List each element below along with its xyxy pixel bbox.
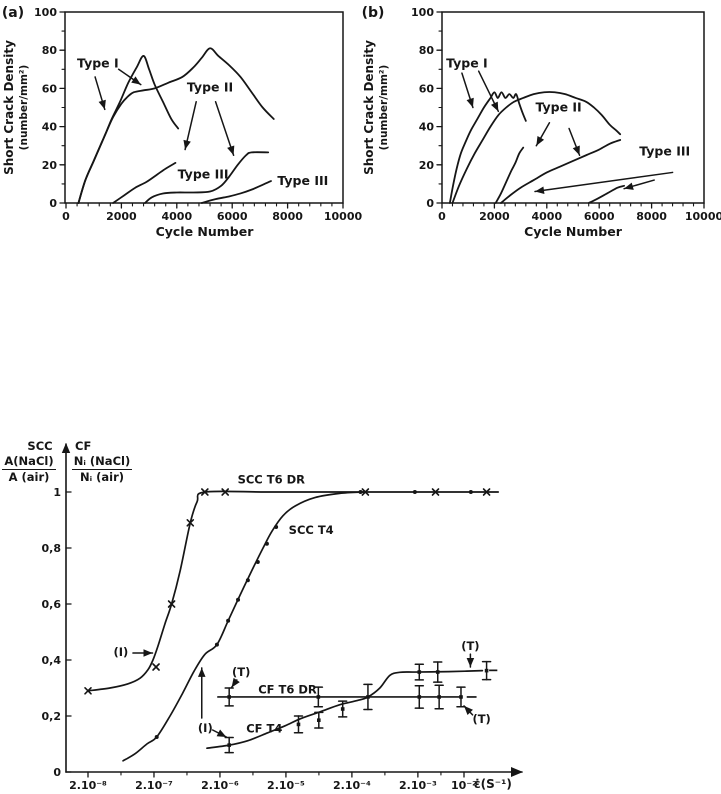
svg-text:2.10⁻⁵: 2.10⁻⁵ xyxy=(267,779,305,792)
svg-text:10000: 10000 xyxy=(685,210,721,223)
svg-text:10000: 10000 xyxy=(324,210,363,223)
svg-text:6000: 6000 xyxy=(217,210,248,223)
svg-text:(T): (T) xyxy=(461,639,479,653)
svg-text:2.10⁻⁸: 2.10⁻⁸ xyxy=(69,779,107,792)
chart-panel-b: 0 2000 4000 6000 8000 10000 0 20 40 60 80 100 Cycle … xyxy=(360,0,721,250)
svg-text:0,6: 0,6 xyxy=(42,598,62,611)
svg-text:10⁻²: 10⁻² xyxy=(451,779,477,792)
svg-text:60: 60 xyxy=(42,82,58,95)
svg-text:40: 40 xyxy=(419,121,435,134)
svg-text:0: 0 xyxy=(49,197,57,210)
svg-text:Type III: Type III xyxy=(639,143,690,158)
cf-ratio-numerator: Nᵢ (NaCl) xyxy=(72,454,132,470)
svg-text:0: 0 xyxy=(62,210,70,223)
svg-text:20: 20 xyxy=(419,159,435,172)
chart-panel-scc-cf: 2.10⁻⁸ 2.10⁻⁷ 2.10⁻⁶ 2.10⁻⁵ 2.10⁻⁴ 2.10⁻³ 10⁻²… xyxy=(0,430,580,794)
svg-text:4000: 4000 xyxy=(161,210,192,223)
short-crack-density-chart-a: 0 2000 4000 6000 8000 10000 0 20 40 60 80 100 Cycle … xyxy=(2,5,363,239)
svg-text:80: 80 xyxy=(419,44,435,57)
scc-axis-title: SCC xyxy=(27,439,53,453)
svg-text:0,8: 0,8 xyxy=(42,542,62,555)
svg-text:(I): (I) xyxy=(198,721,213,735)
scc-ratio-denominator: A (air) xyxy=(8,469,50,484)
svg-text:ε̇(S⁻¹): ε̇(S⁻¹) xyxy=(474,777,512,791)
chart-panel-a: 0 2000 4000 6000 8000 10000 0 20 40 60 80 100 Cycle … xyxy=(0,0,363,250)
svg-text:SCC T4: SCC T4 xyxy=(289,523,334,537)
svg-text:8000: 8000 xyxy=(272,210,303,223)
svg-text:Type I: Type I xyxy=(77,56,119,71)
svg-text:Short Crack Density: Short Crack Density xyxy=(362,40,376,175)
svg-text:100: 100 xyxy=(411,6,434,19)
short-crack-density-chart-b: 0 2000 4000 6000 8000 10000 0 20 40 60 80 100 Cycle … xyxy=(362,5,721,239)
svg-text:2000: 2000 xyxy=(479,210,510,223)
svg-text:(number/mm²): (number/mm²) xyxy=(18,65,30,151)
svg-text:Type II: Type II xyxy=(535,100,581,115)
svg-text:CF T4: CF T4 xyxy=(246,722,282,736)
svg-text:(a): (a) xyxy=(2,5,24,21)
cf-axis-ratio-label: CF Nᵢ (NaCl) Nᵢ (air) xyxy=(72,439,132,484)
svg-text:SCC T6 DR: SCC T6 DR xyxy=(238,472,306,486)
svg-text:(number/mm²): (number/mm²) xyxy=(378,65,390,151)
svg-text:2.10⁻³: 2.10⁻³ xyxy=(399,779,437,792)
cf-ratio-denominator: Nᵢ (air) xyxy=(79,469,125,484)
svg-text:Type II: Type II xyxy=(187,79,233,94)
svg-text:0,4: 0,4 xyxy=(42,654,62,667)
svg-text:(b): (b) xyxy=(362,5,385,21)
scc-ratio-numerator: A(NaCl) xyxy=(2,454,56,470)
cf-axis-title: CF xyxy=(75,439,92,453)
svg-text:Type III: Type III xyxy=(277,173,328,188)
svg-text:100: 100 xyxy=(34,6,57,19)
svg-text:0: 0 xyxy=(426,197,434,210)
svg-text:Type III: Type III xyxy=(178,166,229,181)
svg-text:6000: 6000 xyxy=(584,210,615,223)
svg-text:CF T6 DR: CF T6 DR xyxy=(258,682,317,696)
svg-text:0: 0 xyxy=(53,766,61,779)
svg-text:2.10⁻⁴: 2.10⁻⁴ xyxy=(333,779,371,792)
svg-text:1: 1 xyxy=(53,486,61,499)
svg-text:2.10⁻⁶: 2.10⁻⁶ xyxy=(201,779,239,792)
svg-text:20: 20 xyxy=(42,159,58,172)
svg-text:8000: 8000 xyxy=(636,210,667,223)
scc-cf-ratio-vs-strain-rate-chart: 2.10⁻⁸ 2.10⁻⁷ 2.10⁻⁶ 2.10⁻⁵ 2.10⁻⁴ 2.10⁻³ 10⁻²… xyxy=(42,443,523,792)
scc-axis-ratio-label: SCC A(NaCl) A (air) xyxy=(2,439,56,484)
svg-text:4000: 4000 xyxy=(531,210,562,223)
svg-text:40: 40 xyxy=(42,121,58,134)
svg-text:(T): (T) xyxy=(472,712,490,726)
svg-text:Cycle Number: Cycle Number xyxy=(524,224,623,239)
svg-text:Type I: Type I xyxy=(446,56,488,71)
svg-text:(I): (I) xyxy=(113,645,128,659)
svg-text:80: 80 xyxy=(42,44,58,57)
svg-text:0,2: 0,2 xyxy=(42,710,62,723)
svg-text:2000: 2000 xyxy=(106,210,137,223)
svg-text:2.10⁻⁷: 2.10⁻⁷ xyxy=(135,779,173,792)
svg-text:(T): (T) xyxy=(232,665,250,679)
svg-text:Cycle Number: Cycle Number xyxy=(156,224,255,239)
svg-text:60: 60 xyxy=(419,82,435,95)
svg-text:0: 0 xyxy=(438,210,446,223)
svg-text:Short Crack Density: Short Crack Density xyxy=(2,40,16,175)
